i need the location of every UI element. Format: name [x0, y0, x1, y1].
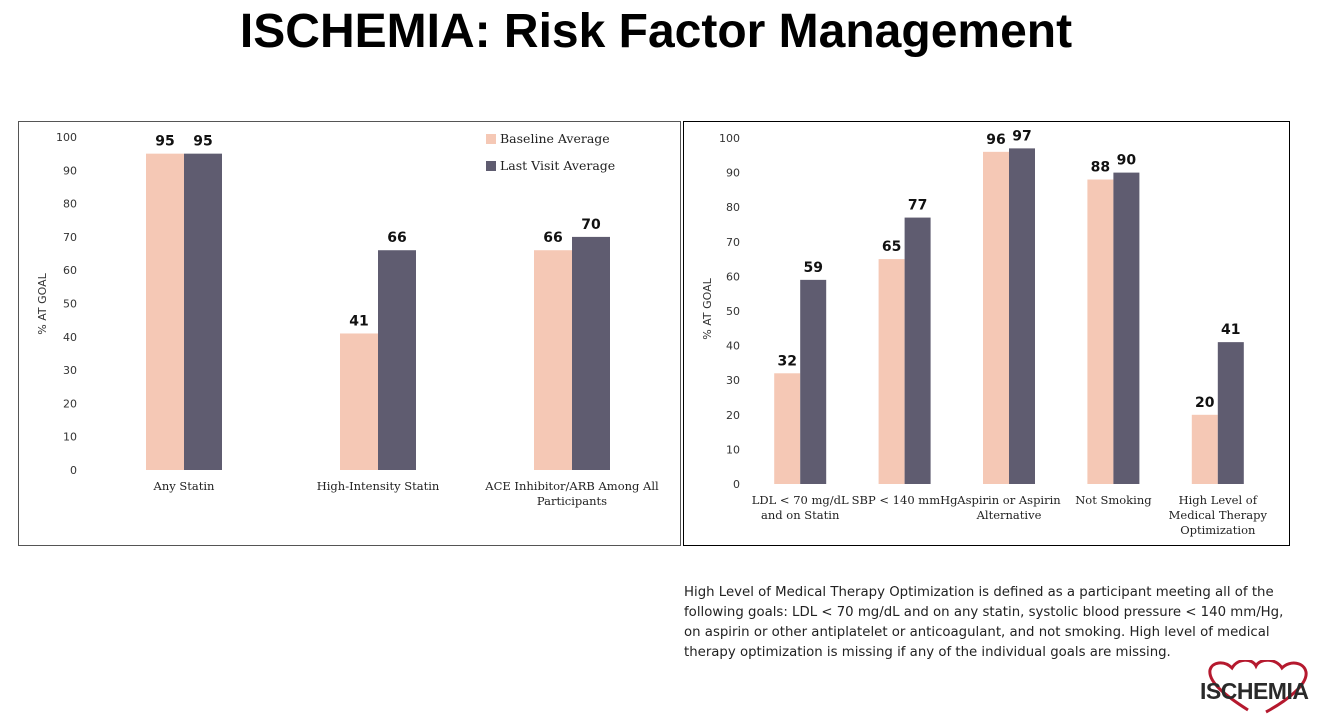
bar-baseline: [1191, 414, 1218, 484]
data-label: 88: [1091, 160, 1110, 176]
legend-label: Last Visit Average: [500, 158, 615, 173]
right-chart-panel: 0 10 20 30 40 50 60 70 80 90 100 % AT GOAL 32 59 LDL <…: [683, 121, 1290, 546]
data-label: 41: [349, 313, 368, 329]
y-tick-label: 40: [63, 331, 77, 344]
x-category-label: High-Intensity Statin: [317, 479, 440, 493]
legend-swatch: [486, 161, 496, 171]
data-label: 90: [1117, 153, 1137, 169]
data-label: 65: [882, 239, 901, 255]
data-label: 20: [1195, 395, 1215, 411]
bar-last-visit: [800, 279, 827, 484]
y-tick-label: 100: [719, 132, 740, 145]
x-category-label: Optimization: [1180, 523, 1256, 537]
y-tick-label: 50: [63, 298, 77, 311]
y-tick-label: 80: [63, 198, 77, 211]
data-label: 59: [803, 260, 822, 276]
y-tick-label: 90: [726, 167, 740, 180]
bar-last-visit: [572, 236, 610, 470]
bar-last-visit: [184, 153, 222, 470]
left-bar-chart: 0 10 20 30 40 50 60 70 80 90 100 % AT GOAL 95 95 Any S…: [36, 131, 659, 508]
x-category-label: High Level of: [1179, 493, 1258, 507]
data-label: 77: [908, 198, 927, 214]
y-tick-label: 80: [726, 201, 740, 214]
data-label: 70: [581, 217, 601, 233]
y-tick-label: 50: [726, 305, 740, 318]
x-category-label: Medical Therapy: [1169, 508, 1268, 522]
bar-baseline: [774, 373, 801, 484]
bar-last-visit: [1009, 148, 1035, 484]
slide-title: ISCHEMIA: Risk Factor Management: [239, 5, 1073, 58]
logo-text: ISCHEMIA: [1200, 678, 1309, 704]
ischemia-logo: ISCHEMIA: [1196, 658, 1318, 718]
data-label: 95: [193, 134, 212, 150]
right-bar-chart: 0 10 20 30 40 50 60 70 80 90 100 % AT GOAL 32 59 LDL <…: [701, 128, 1268, 537]
x-category-label: ACE Inhibitor/ARB Among All: [484, 479, 659, 493]
y-axis-title: % AT GOAL: [701, 277, 714, 339]
data-label: 66: [543, 230, 562, 246]
y-tick-label: 0: [70, 464, 77, 477]
data-label: 96: [986, 132, 1005, 148]
y-tick-label: 70: [63, 231, 77, 244]
bar-baseline: [146, 153, 184, 470]
data-label: 97: [1012, 128, 1031, 144]
bar-last-visit: [904, 217, 931, 484]
x-category-label: SBP < 140 mmHg: [852, 493, 958, 507]
x-category-label: Participants: [537, 494, 607, 508]
bar-last-visit: [1113, 172, 1140, 484]
y-tick-label: 30: [63, 364, 77, 377]
y-tick-label: 40: [726, 340, 740, 353]
bar-last-visit: [1217, 342, 1244, 484]
bar-baseline: [534, 250, 572, 470]
y-tick-label: 100: [56, 131, 77, 144]
x-category-label: and on Statin: [761, 508, 840, 522]
x-category-label: Aspirin or Aspirin: [956, 493, 1061, 507]
legend-label: Baseline Average: [500, 131, 610, 146]
data-label: 66: [387, 230, 406, 246]
bar-baseline: [983, 151, 1009, 484]
bar-baseline: [1087, 179, 1114, 484]
data-label: 32: [777, 353, 796, 369]
bar-baseline: [878, 259, 905, 484]
data-label: 41: [1221, 322, 1240, 338]
footnote: High Level of Medical Therapy Optimizati…: [684, 585, 1284, 660]
x-category-label: Not Smoking: [1075, 493, 1152, 507]
y-tick-label: 20: [726, 409, 740, 422]
bar-baseline: [340, 333, 378, 470]
left-chart-panel: 0 10 20 30 40 50 60 70 80 90 100 % AT GOAL 95 95 Any S…: [18, 121, 681, 546]
y-tick-label: 10: [63, 431, 77, 444]
y-tick-label: 60: [726, 270, 740, 283]
y-tick-label: 0: [733, 478, 740, 491]
y-tick-label: 60: [63, 264, 77, 277]
x-category-label: LDL < 70 mg/dL: [752, 493, 849, 507]
data-label: 95: [155, 134, 174, 150]
x-category-label: Alternative: [976, 508, 1042, 522]
y-tick-label: 20: [63, 397, 77, 410]
y-tick-label: 30: [726, 374, 740, 387]
heart-icon: [1208, 658, 1308, 714]
y-tick-label: 10: [726, 443, 740, 456]
bar-last-visit: [378, 250, 416, 470]
y-axis-title: % AT GOAL: [36, 272, 49, 334]
y-tick-label: 90: [63, 164, 77, 177]
y-tick-label: 70: [726, 236, 740, 249]
x-category-label: Any Statin: [153, 479, 216, 493]
legend-swatch: [486, 134, 496, 144]
